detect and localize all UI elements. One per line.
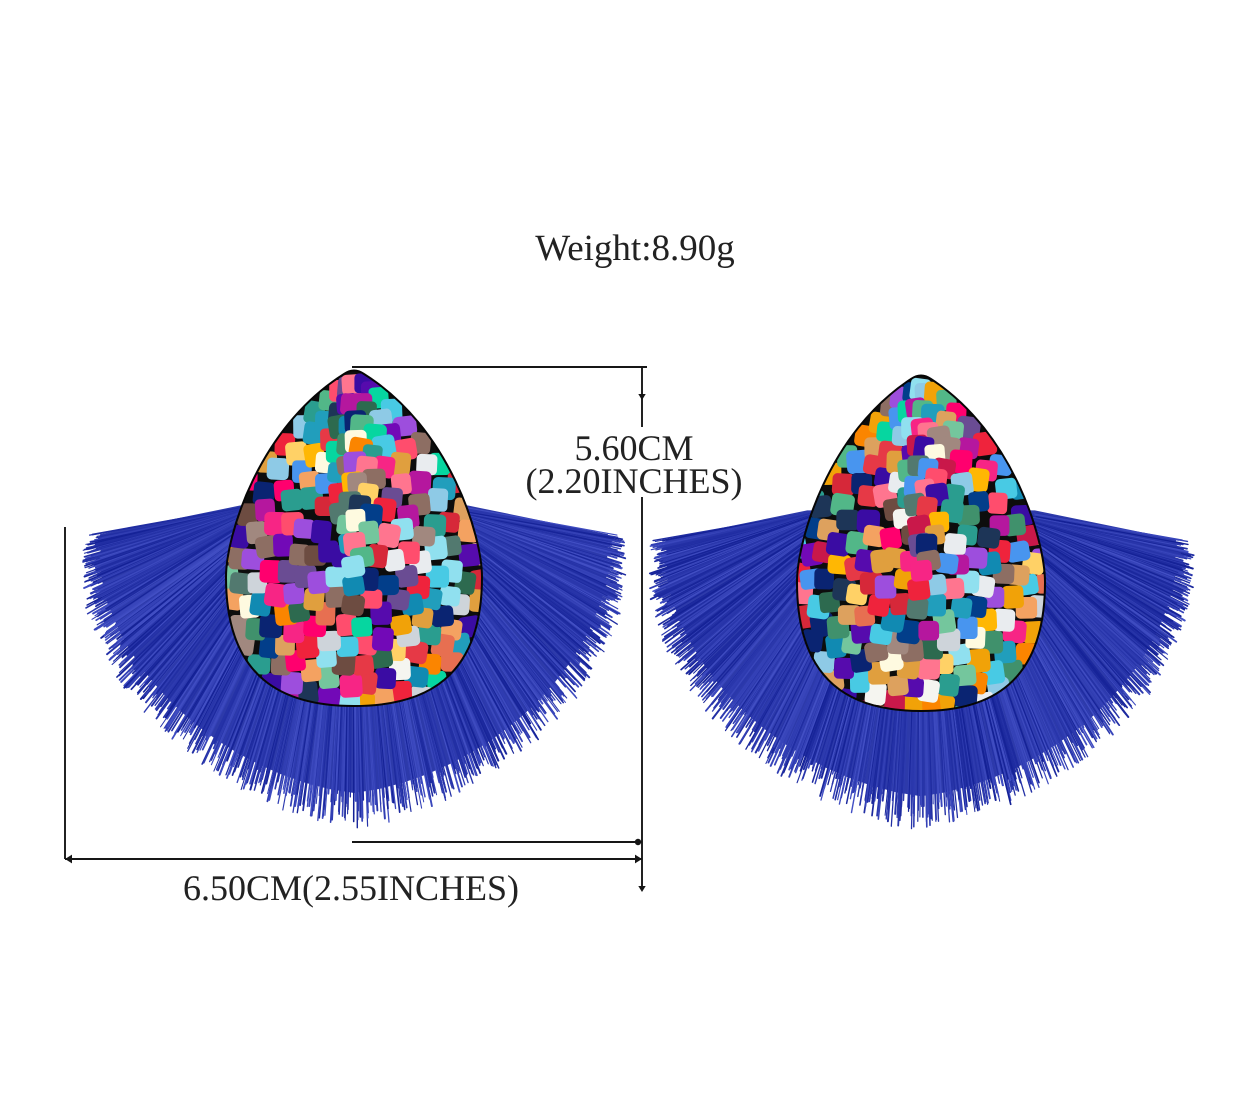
svg-text:(2.20INCHES): (2.20INCHES) [526, 461, 743, 501]
svg-text:Weight:8.90g: Weight:8.90g [535, 228, 734, 269]
svg-text:6.50CM(2.55INCHES): 6.50CM(2.55INCHES) [183, 868, 519, 908]
